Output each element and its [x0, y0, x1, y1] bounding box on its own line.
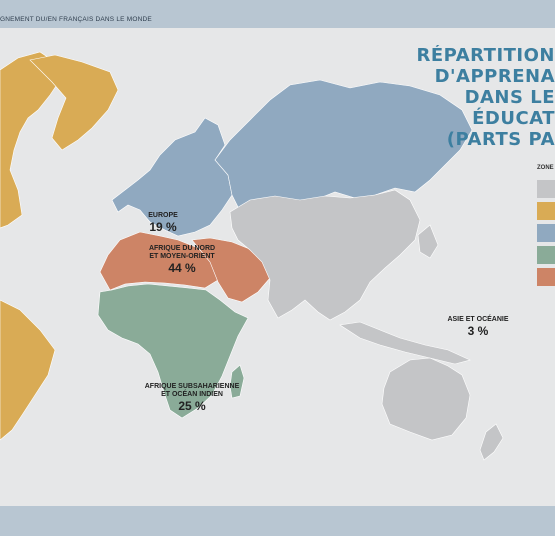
- subsaharan-name-1: AFRIQUE SUBSAHARIENNE: [144, 383, 240, 390]
- europe-name: EUROPE: [148, 212, 178, 219]
- title-line-5: (PARTS PA: [446, 129, 555, 150]
- title-line-4: ÉDUCAT: [472, 108, 555, 129]
- subsaharan-africa-region: [97, 283, 249, 419]
- legend-swatch-gold: [537, 202, 555, 220]
- legend-title: ZONE: [537, 165, 554, 171]
- subsaharan-name-2: ET OCÉAN INDIEN: [161, 391, 223, 398]
- legend-swatch-gray: [537, 180, 555, 198]
- north-africa-middle-east-region: [99, 231, 271, 303]
- title-line-3: DANS LE: [464, 87, 555, 108]
- legend-swatch-terracotta: [537, 268, 555, 286]
- map-title: RÉPARTITION D'APPRENA DANS LE ÉDUCAT (PA…: [400, 45, 555, 150]
- top-bar: [0, 0, 555, 28]
- world-map: [0, 28, 555, 506]
- label-north-africa-middle-east: AFRIQUE DU NORD ET MOYEN-ORIENT 44 %: [132, 245, 232, 275]
- legend-swatch-blue: [537, 224, 555, 242]
- label-subsaharan-africa: AFRIQUE SUBSAHARIENNE ET OCÉAN INDIEN 25…: [132, 383, 252, 413]
- header-caption: GNEMENT DU/EN FRANÇAIS DANS LE MONDE: [0, 16, 152, 23]
- title-line-2: D'APPRENA: [434, 66, 555, 87]
- title-line-1: RÉPARTITION: [416, 45, 555, 66]
- label-asia-oceania: ASIE ET OCÉANIE 3 %: [438, 316, 518, 338]
- europe-value: 19 %: [149, 220, 177, 234]
- north-africa-value: 44 %: [168, 261, 196, 275]
- bottom-bar: [0, 506, 555, 536]
- asia-region: [229, 189, 504, 461]
- asia-name: ASIE ET OCÉANIE: [447, 316, 509, 323]
- map-land: [0, 51, 504, 461]
- asia-value: 3 %: [467, 324, 489, 338]
- north-africa-name-1: AFRIQUE DU NORD: [148, 245, 216, 252]
- europe-region: [111, 117, 233, 237]
- legend-swatch-green: [537, 246, 555, 264]
- label-europe: EUROPE 19 %: [133, 212, 193, 234]
- subsaharan-value: 25 %: [178, 399, 206, 413]
- north-africa-name-2: ET MOYEN-ORIENT: [149, 253, 215, 260]
- americas-region: [0, 51, 119, 441]
